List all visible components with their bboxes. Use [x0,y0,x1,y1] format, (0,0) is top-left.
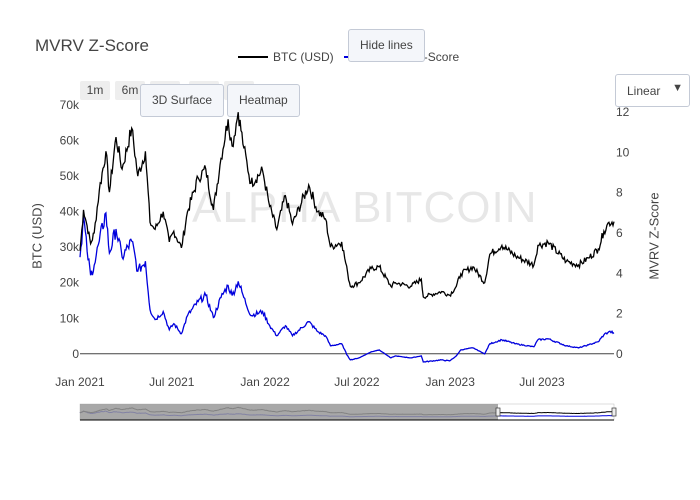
series-line-btc [79,112,615,300]
legend-swatch-btc [238,56,268,58]
x-tick-label: Jul 2022 [334,375,380,389]
watermark: ALPHA BITCOIN [192,183,538,232]
legend-label-btc: BTC (USD) [273,50,334,64]
chart-title: MVRV Z-Score [35,36,149,55]
legend-item-btc[interactable]: BTC (USD) [238,50,334,64]
heatmap-button[interactable]: Heatmap [227,84,300,117]
scale-select[interactable]: Linear ▼ [615,74,690,107]
range-button-1m[interactable]: 1m [80,81,110,100]
y-left-tick-label: 10k [60,311,80,325]
range-slider-handle-right[interactable] [611,407,617,417]
y-left-tick-label: 40k [60,205,80,219]
x-tick-label: Jul 2023 [519,375,565,389]
scale-select-value: Linear [627,84,661,98]
y-right-tick-label: 8 [616,186,623,200]
y-right-tick-label: 6 [616,226,623,240]
y-right-tick-label: 0 [616,347,623,361]
range-slider[interactable] [79,403,617,421]
x-tick-label: Jan 2023 [426,375,476,389]
y-left-tick-label: 70k [60,98,80,112]
y-left-tick-label: 20k [60,276,80,290]
x-tick-label: Jan 2021 [55,375,105,389]
y-left-tick-label: 30k [60,240,80,254]
y-left-tick-label: 0 [72,347,79,361]
range-slider-mask [80,404,498,420]
series-line-mvrv-zscore [79,211,615,363]
y-left-tick-label: 50k [60,169,80,183]
3d-surface-button[interactable]: 3D Surface [140,84,225,117]
range-button-6m[interactable]: 6m [115,81,145,100]
y-right-tick-label: 12 [616,105,630,119]
y-right-tick-label: 10 [616,145,630,159]
x-tick-label: Jan 2022 [240,375,290,389]
x-tick-label: Jul 2021 [149,375,195,389]
range-slider-handle-left[interactable] [495,407,501,417]
hide-lines-button[interactable]: Hide lines [348,29,425,62]
y-right-tick-label: 2 [616,307,623,321]
chevron-down-icon: ▼ [672,82,683,94]
y-left-tick-label: 60k [60,134,80,148]
y-right-tick-label: 4 [616,266,623,280]
